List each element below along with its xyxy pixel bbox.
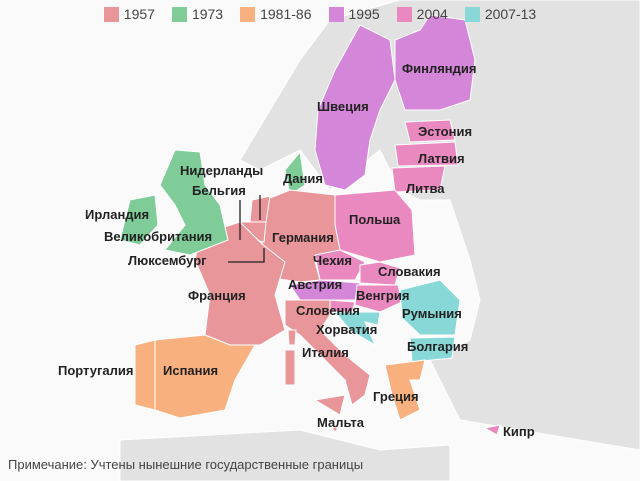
label-greece: Греция bbox=[373, 389, 419, 404]
label-lithuania: Литва bbox=[406, 181, 445, 196]
country-ireland bbox=[119, 194, 159, 246]
legend-item-1973: 1973 bbox=[171, 6, 224, 22]
legend-label: 1995 bbox=[348, 6, 380, 22]
country-malta bbox=[332, 426, 338, 432]
country-sweden bbox=[314, 24, 396, 191]
legend-item-2004: 2004 bbox=[396, 6, 448, 22]
legend-item-1981-86: 1981-86 bbox=[240, 6, 312, 22]
legend-item-1995: 1995 bbox=[328, 6, 380, 22]
label-luxembourg: Люксембург bbox=[128, 253, 207, 268]
legend-item-1957: 1957 bbox=[103, 6, 155, 22]
label-croatia: Хорватия bbox=[316, 322, 378, 337]
label-france: Франция bbox=[188, 288, 246, 303]
label-netherlands: Нидерланды bbox=[180, 163, 264, 178]
country-uk bbox=[159, 149, 229, 256]
label-finland: Финляндия bbox=[402, 61, 477, 76]
label-romania: Румыния bbox=[402, 306, 462, 321]
label-slovenia: Словения bbox=[296, 303, 360, 318]
label-latvia: Латвия bbox=[418, 151, 465, 166]
label-estonia: Эстония bbox=[418, 124, 473, 139]
swatch-icon bbox=[240, 6, 256, 22]
country-greece bbox=[384, 359, 426, 421]
country-lithuania bbox=[391, 165, 446, 193]
country-denmark bbox=[284, 150, 306, 196]
label-denmark: Дания bbox=[283, 171, 323, 186]
country-bulgaria bbox=[409, 336, 456, 363]
country-cyprus bbox=[483, 424, 501, 436]
label-slovakia: Словакия bbox=[378, 264, 441, 279]
swatch-icon bbox=[464, 6, 480, 22]
label-austria: Австрия bbox=[288, 277, 343, 292]
label-hungary: Венгрия bbox=[356, 288, 410, 303]
footnote: Примечание: Учтены нынешние государствен… bbox=[8, 457, 364, 472]
swatch-icon bbox=[396, 6, 412, 22]
country-italy bbox=[284, 299, 371, 406]
label-bulgaria: Болгария bbox=[407, 339, 469, 354]
country-romania bbox=[399, 279, 461, 336]
swatch-icon bbox=[171, 6, 187, 22]
label-cyprus: Кипр bbox=[503, 424, 535, 439]
country-estonia bbox=[404, 119, 456, 143]
legend: 1957 1973 1981-86 1995 2004 2007-13 bbox=[0, 6, 640, 22]
legend-label: 1957 bbox=[123, 6, 155, 22]
country-finland bbox=[394, 14, 476, 111]
swatch-icon bbox=[328, 6, 344, 22]
north-africa bbox=[119, 429, 451, 481]
label-poland: Польша bbox=[349, 212, 401, 227]
country-spain bbox=[154, 334, 256, 419]
label-czechia: Чехия bbox=[313, 253, 352, 268]
country-portugal bbox=[134, 339, 156, 411]
label-italy: Италия bbox=[302, 345, 349, 360]
country-italy-sicily bbox=[313, 394, 346, 416]
legend-label: 1981-86 bbox=[260, 6, 312, 22]
label-belgium: Бельгия bbox=[192, 183, 246, 198]
legend-label: 2007-13 bbox=[484, 6, 537, 22]
swatch-icon bbox=[103, 6, 119, 22]
legend-item-2007-13: 2007-13 bbox=[464, 6, 537, 22]
legend-label: 1973 bbox=[191, 6, 224, 22]
country-italy-sardinia bbox=[284, 349, 296, 386]
label-malta: Мальта bbox=[317, 415, 364, 430]
legend-label: 2004 bbox=[416, 6, 448, 22]
country-latvia bbox=[394, 141, 459, 167]
country-slovakia bbox=[359, 261, 401, 286]
label-sweden: Швеция bbox=[317, 99, 369, 114]
label-uk: Великобритания bbox=[104, 229, 213, 244]
label-ireland: Ирландия bbox=[85, 207, 150, 222]
country-france bbox=[194, 221, 286, 346]
leader-lines bbox=[228, 195, 265, 263]
label-portugal: Португалия bbox=[58, 363, 134, 378]
country-croatia bbox=[333, 311, 381, 347]
label-germany: Германия bbox=[272, 230, 334, 245]
label-spain: Испания bbox=[163, 363, 219, 378]
country-france-corsica bbox=[287, 329, 297, 346]
